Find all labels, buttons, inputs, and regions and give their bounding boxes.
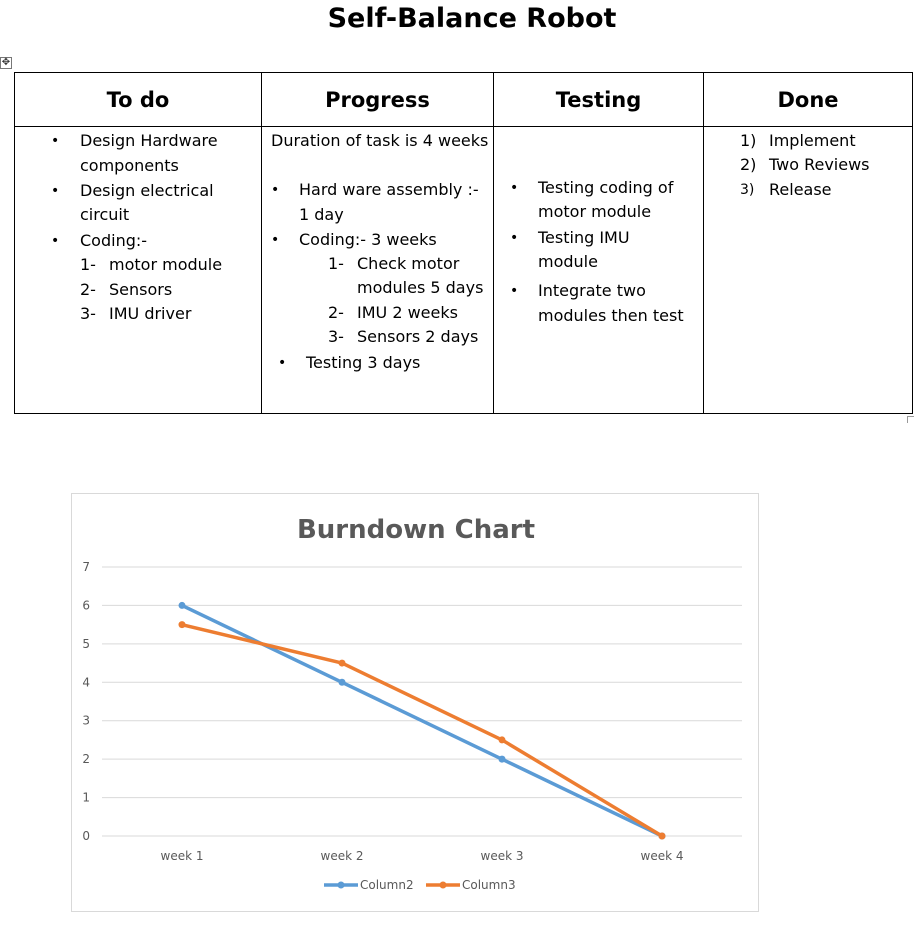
y-tick-label: 7: [82, 560, 90, 574]
y-tick-label: 6: [82, 598, 90, 612]
done-cell[interactable]: 1) Implement 2) Two Reviews 3) Release: [703, 126, 913, 414]
todo-subitem-text: Sensors: [109, 280, 173, 299]
header-testing: Testing: [493, 72, 704, 127]
done-item-text: Implement: [769, 131, 856, 150]
progress-cell[interactable]: Duration of task is 4 weeks • Hard ware …: [261, 126, 494, 414]
todo-item-text: Design electrical: [80, 181, 214, 200]
bullet-icon: •: [51, 183, 60, 199]
series-line-column3: [181, 622, 663, 838]
todo-subitem-text: motor module: [109, 255, 223, 274]
list-number: 3-: [328, 327, 344, 346]
testing-item-text: motor module: [538, 202, 652, 221]
legend-marker: [439, 881, 447, 889]
chart-title: Burndown Chart: [297, 515, 535, 545]
testing-item-text: Testing coding of: [538, 178, 674, 197]
progress-subitem-text: Check motor: [357, 254, 460, 273]
chart-series: [178, 601, 666, 840]
data-point: [338, 678, 346, 686]
todo-subitem-text: IMU driver: [109, 304, 192, 323]
bullet-icon: •: [278, 355, 287, 371]
progress-subitem-text: IMU 2 weeks: [357, 303, 458, 322]
done-item-text: Release: [769, 180, 832, 199]
todo-cell[interactable]: • Design Hardware components • Design el…: [14, 126, 262, 414]
y-tick-label: 0: [82, 829, 90, 843]
list-number: 1-: [328, 254, 344, 273]
table-resize-handle[interactable]: [907, 416, 914, 423]
list-number: 1-: [80, 255, 96, 274]
todo-item-text: circuit: [80, 205, 130, 224]
table-move-handle-icon[interactable]: ✥: [0, 57, 12, 69]
testing-item-text: module: [538, 252, 598, 271]
chart-gridlines: [102, 566, 742, 837]
data-point: [178, 601, 186, 609]
y-tick-label: 5: [82, 637, 90, 651]
list-number: 1): [740, 131, 757, 150]
bullet-icon: •: [271, 182, 280, 198]
progress-item-text: Coding:- 3 weeks: [299, 230, 437, 249]
legend-marker: [337, 881, 345, 889]
done-item-text: Two Reviews: [769, 155, 870, 174]
testing-item-text: modules then test: [538, 306, 684, 325]
todo-item-text: Design Hardware: [80, 131, 218, 150]
y-tick-label: 2: [82, 752, 90, 766]
progress-item-text: 1 day: [299, 205, 344, 224]
header-progress: Progress: [261, 72, 494, 127]
bullet-icon: •: [510, 180, 519, 196]
bullet-icon: •: [510, 283, 519, 299]
data-point: [498, 736, 506, 744]
data-point: [338, 659, 346, 667]
todo-item-text: Coding:-: [80, 231, 148, 250]
legend-label: Column3: [462, 878, 516, 892]
document-title: Self-Balance Robot: [327, 3, 617, 34]
table-header-row: To do Progress Testing Done: [14, 72, 913, 127]
data-point: [498, 755, 506, 763]
data-point: [658, 832, 666, 840]
todo-item-text: components: [80, 156, 179, 175]
progress-item-text: Hard ware assembly :-: [299, 180, 479, 199]
bullet-icon: •: [510, 230, 519, 246]
list-number: 3-: [80, 304, 96, 323]
x-tick-label: week 4: [641, 849, 684, 863]
list-number: 3): [740, 182, 755, 198]
progress-subitem-text: Sensors 2 days: [357, 327, 479, 346]
header-todo: To do: [14, 72, 262, 127]
x-tick-label: week 1: [161, 849, 204, 863]
x-tick-label: week 3: [481, 849, 524, 863]
y-tick-label: 1: [82, 791, 90, 805]
table-body-row: • Design Hardware components • Design el…: [14, 126, 913, 414]
bullet-icon: •: [51, 133, 60, 149]
testing-item-text: Integrate two: [538, 281, 646, 300]
testing-item-text: Testing IMU: [538, 228, 630, 247]
list-number: 2): [740, 155, 757, 174]
chart-legend: Column2 Column3: [324, 878, 516, 892]
legend-label: Column2: [360, 878, 414, 892]
data-point: [178, 621, 186, 629]
task-board-table: To do Progress Testing Done • Design Har…: [14, 72, 913, 414]
progress-subitem-text: modules 5 days: [357, 278, 484, 297]
x-tick-label: week 2: [321, 849, 364, 863]
bullet-icon: •: [51, 233, 60, 249]
chart-x-axis: week 1 week 2 week 3 week 4: [161, 849, 684, 863]
header-done: Done: [703, 72, 913, 127]
progress-item-text: Testing 3 days: [306, 353, 421, 372]
bullet-icon: •: [271, 232, 280, 248]
progress-intro-text: Duration of task is 4 weeks: [271, 131, 489, 150]
y-tick-label: 4: [82, 675, 90, 689]
chart-y-axis: 0 1 2 3 4 5 6 7: [82, 560, 90, 843]
list-number: 2-: [80, 280, 96, 299]
list-number: 2-: [328, 303, 344, 322]
y-tick-label: 3: [82, 714, 90, 728]
testing-cell[interactable]: • Testing coding of motor module • Testi…: [493, 126, 704, 414]
